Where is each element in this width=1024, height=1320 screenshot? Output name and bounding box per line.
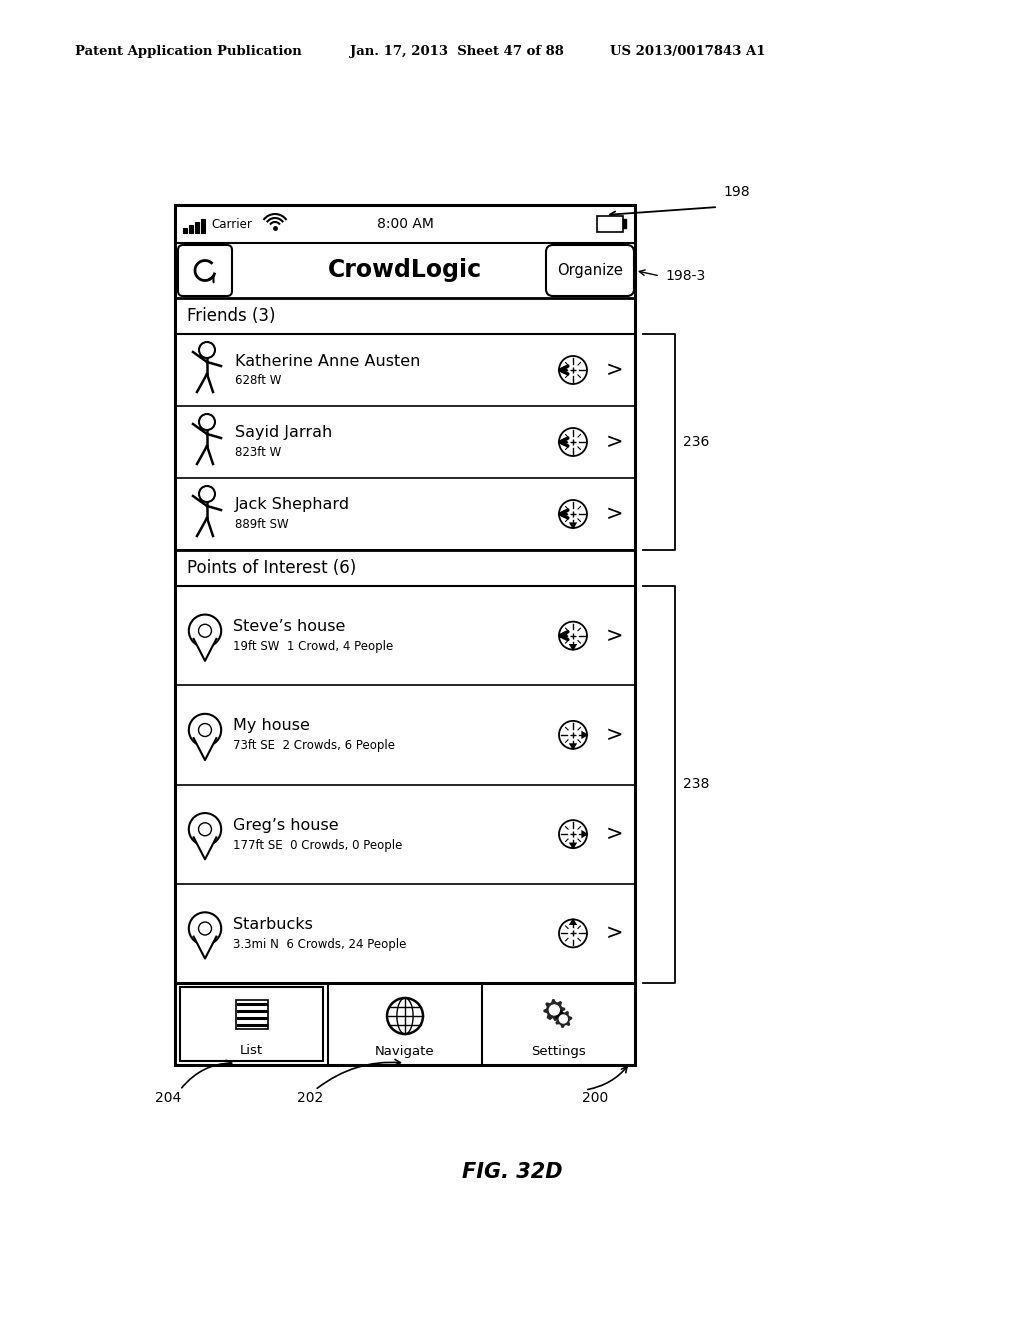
Bar <box>175 205 635 1065</box>
Circle shape <box>387 998 423 1034</box>
Text: >: > <box>606 360 624 380</box>
Text: My house: My house <box>233 718 310 734</box>
Text: Jan. 17, 2013  Sheet 47 of 88: Jan. 17, 2013 Sheet 47 of 88 <box>350 45 564 58</box>
Polygon shape <box>568 743 578 750</box>
Circle shape <box>559 721 587 748</box>
Bar <box>236 1001 267 1030</box>
FancyBboxPatch shape <box>178 246 232 296</box>
Text: Steve’s house: Steve’s house <box>233 619 345 634</box>
Text: 202: 202 <box>297 1092 324 1105</box>
Text: Organize: Organize <box>557 263 623 279</box>
Text: >: > <box>606 725 624 744</box>
Text: 8:00 AM: 8:00 AM <box>377 216 433 231</box>
Circle shape <box>188 714 221 746</box>
Circle shape <box>199 624 212 638</box>
Circle shape <box>199 822 212 836</box>
Polygon shape <box>544 999 565 1020</box>
Text: 204: 204 <box>155 1092 181 1105</box>
Text: >: > <box>606 504 624 524</box>
Polygon shape <box>568 523 578 529</box>
Polygon shape <box>555 1010 572 1028</box>
Circle shape <box>199 342 215 358</box>
Text: Starbucks: Starbucks <box>233 917 313 932</box>
FancyBboxPatch shape <box>546 246 634 296</box>
Polygon shape <box>558 631 564 640</box>
Text: Points of Interest (6): Points of Interest (6) <box>187 558 356 577</box>
Text: Patent Application Publication: Patent Application Publication <box>75 45 302 58</box>
Polygon shape <box>568 917 578 925</box>
Text: 628ft W: 628ft W <box>234 375 282 388</box>
Text: FIG. 32D: FIG. 32D <box>462 1162 562 1181</box>
Polygon shape <box>558 366 564 374</box>
Text: CrowdLogic: CrowdLogic <box>328 259 482 282</box>
Polygon shape <box>558 438 564 446</box>
Circle shape <box>188 813 221 846</box>
Polygon shape <box>194 837 216 859</box>
Text: >: > <box>606 432 624 451</box>
Bar <box>201 219 205 234</box>
Bar <box>195 222 199 234</box>
Polygon shape <box>194 738 216 760</box>
Text: 889ft SW: 889ft SW <box>234 519 289 532</box>
Text: 73ft SE  2 Crowds, 6 People: 73ft SE 2 Crowds, 6 People <box>233 739 395 752</box>
Text: 3.3mi N  6 Crowds, 24 People: 3.3mi N 6 Crowds, 24 People <box>233 939 407 950</box>
Polygon shape <box>558 510 564 519</box>
Circle shape <box>559 500 587 528</box>
Text: 19ft SW  1 Crowd, 4 People: 19ft SW 1 Crowd, 4 People <box>233 640 393 653</box>
Circle shape <box>559 820 587 849</box>
Text: >: > <box>606 924 624 944</box>
Text: 177ft SE  0 Crowds, 0 People: 177ft SE 0 Crowds, 0 People <box>233 838 402 851</box>
Circle shape <box>559 1015 567 1023</box>
Text: Carrier: Carrier <box>211 218 252 231</box>
Circle shape <box>559 428 587 455</box>
Text: US 2013/0017843 A1: US 2013/0017843 A1 <box>610 45 766 58</box>
Circle shape <box>559 919 587 948</box>
Text: Sayid Jarrah: Sayid Jarrah <box>234 425 332 441</box>
Text: Katherine Anne Austen: Katherine Anne Austen <box>234 354 421 368</box>
Polygon shape <box>194 937 216 958</box>
Bar <box>183 228 187 234</box>
Text: >: > <box>606 626 624 645</box>
Circle shape <box>188 912 221 945</box>
Bar <box>623 219 626 228</box>
Circle shape <box>559 356 587 384</box>
Polygon shape <box>568 842 578 850</box>
Text: Friends (3): Friends (3) <box>187 308 275 325</box>
Circle shape <box>549 1005 559 1015</box>
Circle shape <box>199 723 212 737</box>
Circle shape <box>199 414 215 430</box>
Bar <box>180 987 324 1061</box>
Text: Jack Shephard: Jack Shephard <box>234 498 350 512</box>
Circle shape <box>559 622 587 649</box>
Circle shape <box>199 923 212 935</box>
Text: Settings: Settings <box>531 1044 586 1057</box>
Circle shape <box>188 615 221 647</box>
Text: 238: 238 <box>683 777 710 792</box>
Circle shape <box>199 486 215 502</box>
Text: 823ft W: 823ft W <box>234 446 282 459</box>
Polygon shape <box>568 644 578 651</box>
Text: Greg’s house: Greg’s house <box>233 817 339 833</box>
Text: 236: 236 <box>683 436 710 449</box>
Text: 198-3: 198-3 <box>665 269 706 282</box>
Polygon shape <box>582 731 589 739</box>
Text: 198: 198 <box>723 185 750 199</box>
Text: 200: 200 <box>582 1092 608 1105</box>
Text: List: List <box>240 1044 263 1057</box>
Text: >: > <box>606 824 624 843</box>
Text: Navigate: Navigate <box>375 1044 435 1057</box>
Polygon shape <box>194 639 216 661</box>
Bar <box>189 224 193 234</box>
Bar <box>597 216 623 232</box>
Polygon shape <box>582 830 589 838</box>
